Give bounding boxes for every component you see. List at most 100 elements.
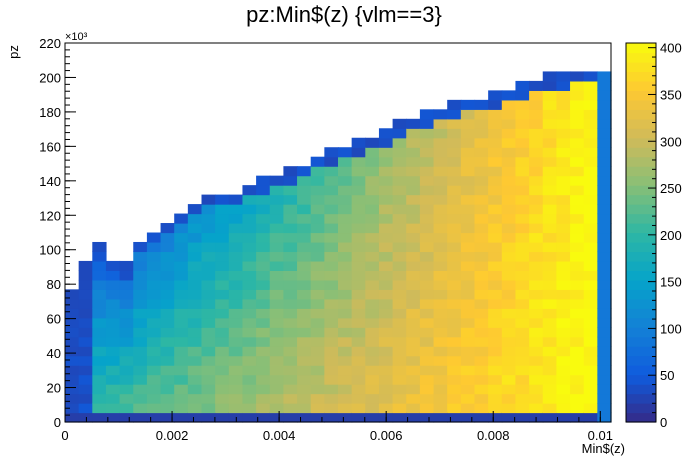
heatmap-cell <box>215 403 230 414</box>
heatmap-cell <box>419 336 435 347</box>
heatmap-cell <box>351 232 366 243</box>
heatmap-cell <box>460 374 476 385</box>
heatmap-cell <box>297 327 312 338</box>
heatmap-cell <box>556 147 571 158</box>
heatmap-cell <box>597 147 612 158</box>
heatmap-cell <box>351 374 366 385</box>
heatmap-cell <box>392 213 407 224</box>
heatmap-cell <box>365 384 380 395</box>
heatmap-cell <box>529 289 544 300</box>
heatmap-cell <box>201 374 216 385</box>
heatmap-cell <box>119 298 134 309</box>
heatmap-cell <box>338 412 353 423</box>
heatmap-cell <box>419 279 435 290</box>
heatmap-cell <box>501 365 517 376</box>
heatmap-cell <box>529 355 544 366</box>
heatmap-cell <box>338 251 353 262</box>
heatmap-cell <box>583 298 598 309</box>
heatmap-cell <box>433 317 448 328</box>
heatmap-cell <box>365 137 380 148</box>
x-tick-label: 0.01 <box>588 428 613 443</box>
heatmap-cell <box>297 355 312 366</box>
heatmap-cell <box>447 204 462 215</box>
heatmap-cell <box>556 232 571 243</box>
heatmap-cell <box>105 346 121 357</box>
heatmap-cell <box>146 336 162 347</box>
heatmap-cell <box>146 384 162 395</box>
heatmap-cell <box>556 412 571 423</box>
heatmap-cell <box>187 289 203 300</box>
heatmap-cell <box>256 251 271 262</box>
heatmap-cell <box>542 71 557 82</box>
heatmap-cell <box>460 355 476 366</box>
heatmap-cell <box>474 185 489 196</box>
heatmap-cell <box>133 270 148 281</box>
heatmap-cell <box>105 260 121 271</box>
heatmap-cell <box>365 336 380 347</box>
heatmap-cell <box>556 166 571 177</box>
heatmap-cell <box>433 137 448 148</box>
heatmap-cell <box>419 194 435 205</box>
heatmap-cell <box>228 194 244 205</box>
heatmap-cell <box>310 232 325 243</box>
heatmap-cell <box>324 204 339 215</box>
heatmap-cell <box>597 374 612 385</box>
heatmap-cell <box>488 213 503 224</box>
heatmap-cell <box>542 393 557 404</box>
heatmap-cell <box>556 336 571 347</box>
heatmap-cell <box>378 137 394 148</box>
heatmap-cell <box>406 232 421 243</box>
heatmap-cell <box>433 403 448 414</box>
heatmap-cell <box>269 251 284 262</box>
heatmap-cell <box>474 412 489 423</box>
heatmap-cell <box>297 384 312 395</box>
heatmap-cell <box>310 213 325 224</box>
heatmap-cell <box>392 289 407 300</box>
heatmap-cell <box>187 374 203 385</box>
heatmap-cell <box>515 346 530 357</box>
heatmap-cell <box>365 403 380 414</box>
heatmap-cell <box>242 308 257 319</box>
heatmap-cell <box>419 298 435 309</box>
heatmap-cell <box>433 166 448 177</box>
heatmap-cell <box>433 336 448 347</box>
heatmap-cell <box>324 412 339 423</box>
colorbar-swatch <box>626 90 656 101</box>
heatmap-cell <box>488 232 503 243</box>
heatmap-cell <box>215 260 230 271</box>
heatmap-cell <box>242 365 257 376</box>
heatmap-cell <box>542 90 557 101</box>
heatmap-cell <box>228 204 244 215</box>
heatmap-cell <box>256 336 271 347</box>
heatmap-cell <box>515 393 530 404</box>
heatmap-cell <box>146 327 162 338</box>
heatmap-cell <box>215 289 230 300</box>
heatmap-cell <box>324 185 339 196</box>
heatmap-cell <box>460 241 476 253</box>
heatmap-cell <box>583 204 598 215</box>
heatmap-cell <box>460 270 476 281</box>
colorbar-tick-label: 50 <box>660 368 674 383</box>
heatmap-cell <box>406 118 421 129</box>
heatmap-cell <box>269 241 284 253</box>
heatmap-cell <box>201 384 216 395</box>
heatmap-cell <box>433 260 448 271</box>
heatmap-cell <box>406 403 421 414</box>
heatmap-cell <box>119 289 134 300</box>
heatmap-cell <box>78 393 93 404</box>
y-tick-label: 20 <box>47 381 61 396</box>
heatmap-cell <box>406 213 421 224</box>
heatmap-cell <box>119 365 134 376</box>
heatmap-cell <box>406 204 421 215</box>
heatmap-cell <box>542 327 557 338</box>
heatmap-cell <box>529 194 544 205</box>
heatmap-cell <box>488 393 503 404</box>
heatmap-cell <box>65 327 80 338</box>
heatmap-cell <box>256 175 271 186</box>
heatmap-cell <box>283 175 298 186</box>
heatmap-cell <box>447 260 462 271</box>
heatmap-cell <box>406 346 421 357</box>
heatmap-cell <box>146 279 162 290</box>
heatmap-cell <box>515 365 530 376</box>
colorbar-swatch <box>626 99 656 110</box>
